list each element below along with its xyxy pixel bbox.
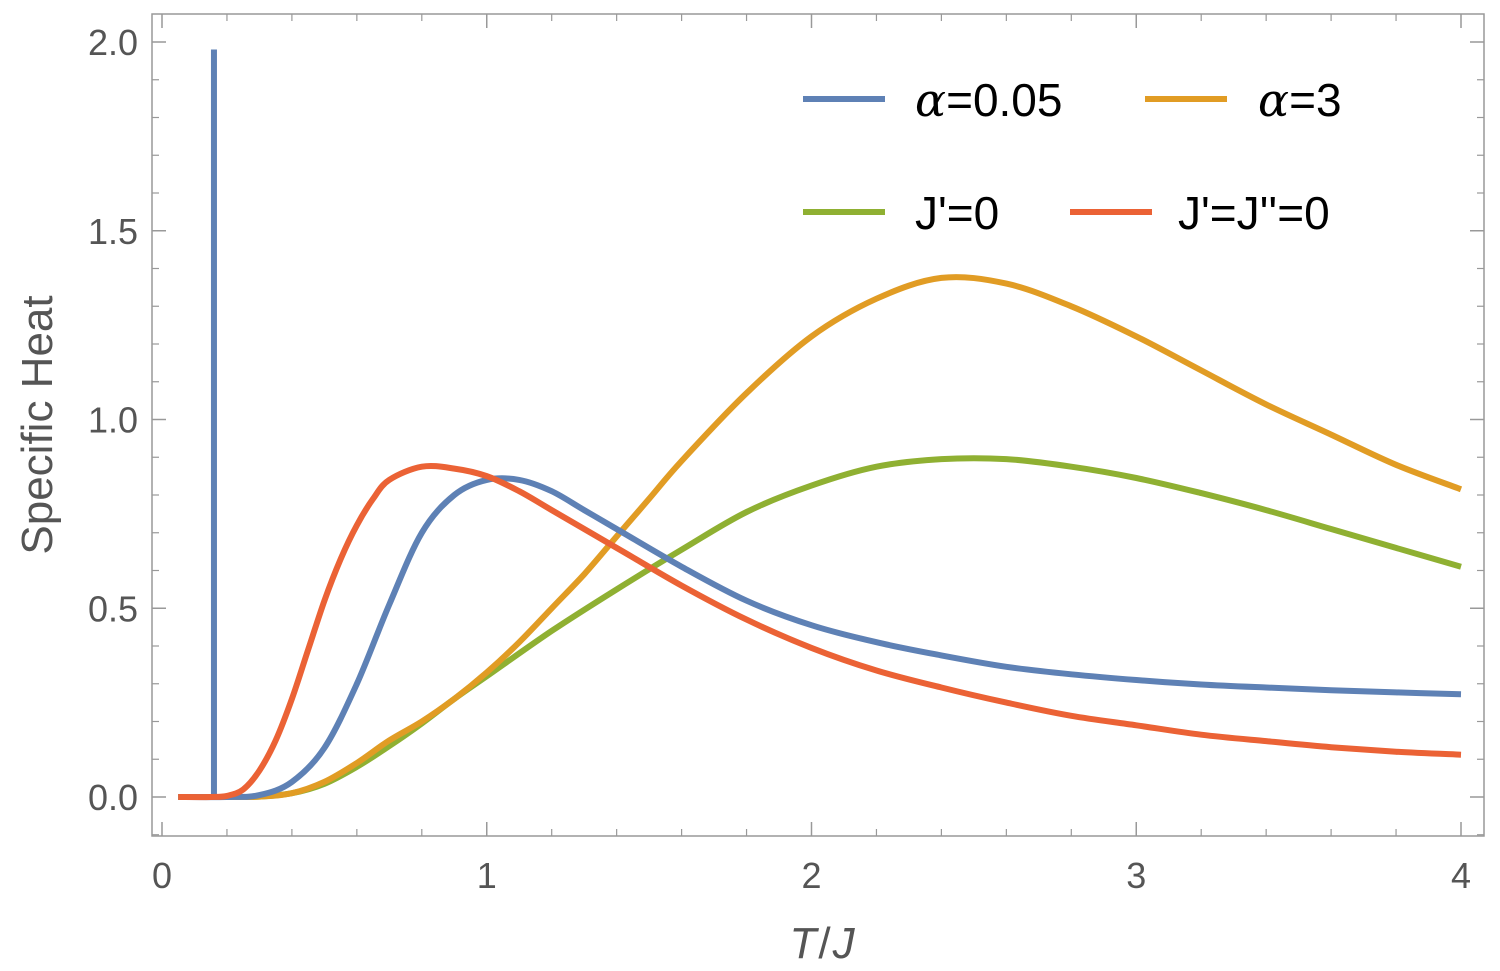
y-tick-label: 1.0 (88, 400, 138, 441)
legend-value-alpha-3: =3 (1289, 74, 1341, 126)
legend-label-jprime-jdouble-0: J'=J''=0 (1178, 187, 1330, 239)
y-tick-label: 0.0 (88, 777, 138, 818)
x-axis-title-sep: / (818, 919, 831, 968)
y-axis-title: Specific Heat (13, 295, 62, 554)
legend-symbol-alpha-3: α (1258, 73, 1289, 127)
legend-entry-alpha-005: α=0.05 (803, 73, 1062, 127)
legend-label-alpha-3: α=3 (1258, 73, 1342, 127)
legend-entry-alpha-3: α=3 (1145, 73, 1342, 127)
legend-value-alpha-005: =0.05 (946, 74, 1062, 126)
series-line-alpha-005 (178, 475, 1462, 801)
x-tick-label: 0 (152, 855, 172, 896)
tick-labels: 0 1 2 3 4 0.0 0.5 1.0 1.5 2.0 (88, 22, 1471, 896)
series-line-jprime-jdouble-0 (178, 462, 1462, 801)
legend-label-alpha-005: α=0.05 (915, 73, 1062, 127)
x-tick-label: 1 (477, 855, 497, 896)
legend-entry-jprime-0: J'=0 (803, 187, 999, 239)
x-tick-label: 2 (801, 855, 821, 896)
legend-entry-jprime-jdouble-0: J'=J''=0 (1070, 187, 1330, 239)
plot-frame (151, 13, 1485, 837)
axis-ticks (152, 14, 1484, 836)
legend-label-jprime-0: J'=0 (915, 187, 999, 239)
y-tick-label: 1.5 (88, 211, 138, 252)
y-tick-label: 0.5 (88, 588, 138, 629)
x-tick-label: 4 (1451, 855, 1471, 896)
legend-symbol-alpha-005: α (915, 73, 946, 127)
x-axis-title-t: T (789, 919, 819, 968)
series-layer (178, 49, 1463, 801)
series-line-alpha-3 (178, 274, 1463, 801)
x-axis-title: T/J (789, 919, 855, 968)
y-tick-label: 2.0 (88, 22, 138, 63)
x-tick-label: 3 (1126, 855, 1146, 896)
legend: α=0.05 α=3 J'=0 J'=J''=0 (803, 73, 1342, 239)
x-axis-title-j: J (832, 919, 856, 968)
